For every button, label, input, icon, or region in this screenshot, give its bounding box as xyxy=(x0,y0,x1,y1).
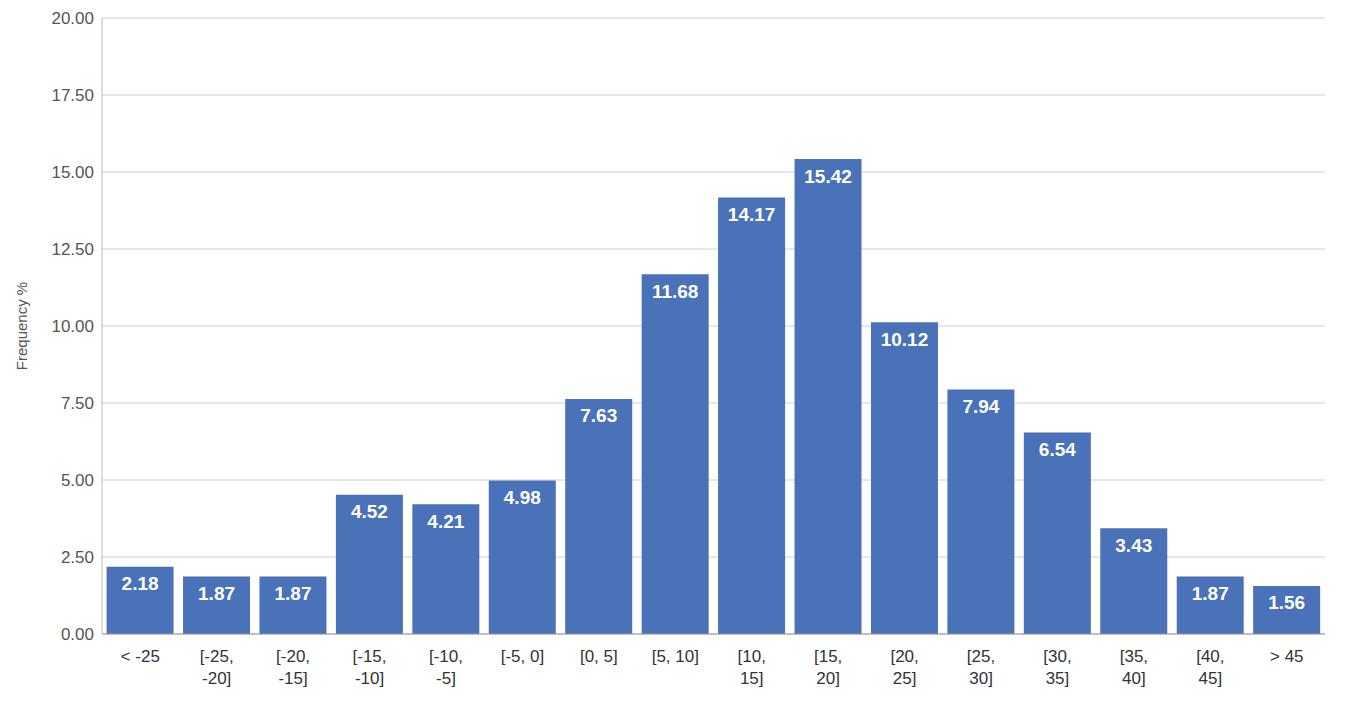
svg-text:Frequency %: Frequency % xyxy=(13,282,30,370)
svg-text:[0, 5]: [0, 5] xyxy=(580,647,618,666)
svg-text:1.87: 1.87 xyxy=(274,583,311,604)
svg-text:10.00: 10.00 xyxy=(51,317,94,336)
svg-text:15.00: 15.00 xyxy=(51,163,94,182)
svg-text:14.17: 14.17 xyxy=(728,204,776,225)
svg-text:11.68: 11.68 xyxy=(652,281,699,302)
svg-text:< -25: < -25 xyxy=(121,647,160,666)
svg-text:1.87: 1.87 xyxy=(198,583,235,604)
svg-text:[-15,-10]: [-15,-10] xyxy=(353,647,387,688)
svg-text:2.18: 2.18 xyxy=(122,573,159,594)
svg-text:20.00: 20.00 xyxy=(51,9,94,28)
svg-text:[40,45]: [40,45] xyxy=(1196,647,1224,688)
svg-text:5.00: 5.00 xyxy=(61,471,94,490)
svg-text:15.42: 15.42 xyxy=(804,166,852,187)
svg-text:4.21: 4.21 xyxy=(427,511,464,532)
svg-text:[-20,-15]: [-20,-15] xyxy=(276,647,310,688)
svg-text:17.50: 17.50 xyxy=(51,86,94,105)
svg-text:3.43: 3.43 xyxy=(1115,535,1152,556)
svg-text:[-25,-20]: [-25,-20] xyxy=(200,647,234,688)
svg-text:2.50: 2.50 xyxy=(61,548,94,567)
svg-text:[35,40]: [35,40] xyxy=(1120,647,1148,688)
svg-text:7.63: 7.63 xyxy=(580,405,617,426)
svg-text:[15,20]: [15,20] xyxy=(814,647,842,688)
svg-text:4.52: 4.52 xyxy=(351,501,388,522)
svg-text:[20,25]: [20,25] xyxy=(890,647,918,688)
svg-text:[10,15]: [10,15] xyxy=(738,647,766,688)
svg-text:4.98: 4.98 xyxy=(504,487,541,508)
svg-text:7.50: 7.50 xyxy=(61,394,94,413)
svg-text:12.50: 12.50 xyxy=(51,240,94,259)
svg-text:[5, 10]: [5, 10] xyxy=(652,647,699,666)
svg-text:10.12: 10.12 xyxy=(881,329,929,350)
svg-text:1.87: 1.87 xyxy=(1192,583,1229,604)
svg-text:[-5, 0]: [-5, 0] xyxy=(501,647,544,666)
svg-text:1.56: 1.56 xyxy=(1268,592,1305,613)
svg-text:7.94: 7.94 xyxy=(962,396,999,417)
svg-text:6.54: 6.54 xyxy=(1039,439,1076,460)
svg-text:[25,30]: [25,30] xyxy=(967,647,995,688)
svg-text:[30,35]: [30,35] xyxy=(1043,647,1071,688)
svg-text:[-10,-5]: [-10,-5] xyxy=(429,647,463,688)
svg-text:> 45: > 45 xyxy=(1270,647,1304,666)
svg-text:0.00: 0.00 xyxy=(61,625,94,644)
